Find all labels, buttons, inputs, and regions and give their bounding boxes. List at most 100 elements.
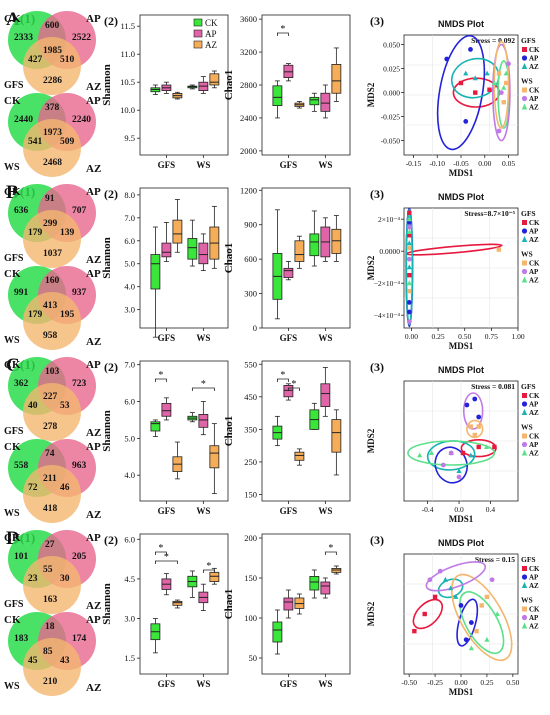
box-ap-gfs — [161, 222, 172, 262]
box-ck-ws — [309, 569, 320, 599]
y-axis-label: Shannon — [101, 583, 113, 625]
nmds-point-ck — [407, 210, 412, 215]
legend-marker-az — [521, 622, 528, 629]
nmds-point-az — [468, 452, 474, 458]
box-body — [320, 383, 331, 407]
legend-swatch-az — [193, 40, 203, 49]
box-body — [294, 451, 305, 461]
nmds-point-ap — [464, 402, 470, 408]
box-ck-ws — [187, 84, 198, 90]
chao1-boxplot: 150 250 350 450 550 Chao1 GFS WS * * — [223, 359, 351, 516]
x-tick-label: 1.00 — [511, 332, 524, 341]
venn-circle-az — [23, 119, 81, 177]
y-tick-label: -0.025 — [381, 113, 401, 122]
box-az-gfs — [294, 235, 305, 269]
legend-marker-az — [521, 582, 528, 588]
shannon-boxplot: 4.0 5.0 6.0 7.0 Shannon GFS WS * * — [101, 360, 229, 516]
significance-star: * — [206, 561, 211, 572]
panel-sublabel: (3) — [370, 187, 384, 201]
panel-b: B(1)(2)(3)CKAPGFSAZ636707912991791391037… — [4, 182, 540, 351]
y-tick-label: 550 — [244, 359, 257, 369]
venn-count: 210 — [43, 677, 58, 687]
box-ck-ws — [309, 402, 320, 430]
legend-marker-az — [521, 449, 528, 456]
nmds-point-ap — [448, 450, 454, 456]
legend-label-ck: CK — [529, 565, 540, 573]
y-tick-label: 10.5 — [120, 77, 135, 87]
y-tick-label: 2800 — [240, 80, 257, 90]
venn-count: 205 — [72, 552, 87, 562]
box-az-ws — [209, 205, 220, 269]
nmds-point-ck — [407, 289, 412, 294]
legend-label-ck: CK — [529, 260, 540, 268]
box-body — [309, 96, 320, 106]
legend-marker-ap — [521, 228, 528, 234]
y-tick-label: 3600 — [240, 14, 257, 24]
legend-marker-ap — [521, 401, 528, 407]
venn-count: 1985 — [43, 46, 62, 56]
y-tick-label: 300 — [244, 289, 257, 299]
nmds-point-ck — [432, 594, 438, 600]
x-tick-label: GFS — [280, 506, 298, 516]
venn-count: 636 — [14, 206, 29, 216]
legend-title-ws: WS — [521, 77, 533, 86]
venn-count: 413 — [43, 301, 58, 311]
plot-frame — [261, 360, 351, 502]
nmds-plot-area — [405, 208, 503, 328]
venn-label-az: AZ — [86, 81, 101, 93]
chao1-boxplot: 2000 2400 2800 3200 3600 Chao1 GFS WS * — [223, 14, 351, 170]
x-tick-label: WS — [318, 679, 332, 689]
venn-diagram-gfs: CK AP GFS AZ 362 723 103 227 40 53 278 — [4, 357, 101, 441]
x-tick-label: 0.00 — [478, 159, 491, 168]
legend-label-ck: CK — [529, 606, 540, 614]
y-axis-label: Chao1 — [223, 589, 235, 620]
venn-count: 2286 — [43, 76, 62, 86]
y-tick-label: 450 — [244, 392, 257, 402]
legend-label-az: AZ — [529, 277, 539, 285]
box-ap-gfs — [161, 573, 172, 596]
y-tick-label: 0 — [253, 323, 257, 333]
y-tick-label: 6.0 — [124, 236, 135, 246]
venn-count: 46 — [60, 483, 70, 493]
nmds-point-ck — [501, 100, 506, 105]
panel-sublabel: (2) — [104, 14, 118, 28]
nmds-ellipse — [434, 446, 468, 484]
plot-frame — [139, 360, 229, 502]
venn-count: 2440 — [14, 115, 33, 125]
legend-title-ws: WS — [521, 250, 533, 259]
nmds-point-ap — [463, 637, 469, 643]
venn-count: 427 — [28, 55, 43, 65]
box-body — [320, 581, 331, 595]
box-body — [331, 419, 342, 453]
nmds-point-az — [483, 444, 490, 449]
venn-count: 378 — [45, 103, 60, 113]
nmds-point-ap — [468, 620, 474, 625]
nmds-ellipse — [412, 598, 444, 630]
venn-label-az: AZ — [86, 600, 101, 612]
box-body — [161, 402, 172, 417]
venn-circle-az — [23, 210, 81, 268]
nmds-point-az — [417, 452, 423, 458]
box-ck-gfs — [272, 609, 283, 655]
venn-count: 27 — [45, 540, 55, 550]
legend-marker-ck — [522, 393, 527, 398]
nmds-point-ap — [406, 309, 412, 315]
box-ap-ws — [198, 233, 209, 272]
venn-count: 74 — [45, 449, 55, 459]
x-axis-label: MDS1 — [449, 514, 474, 524]
legend-label-ck: CK — [205, 18, 218, 28]
nmds-point-ap — [406, 300, 412, 305]
venn-count: 963 — [72, 461, 87, 471]
venn-count: 85 — [43, 647, 53, 657]
box-ap-gfs — [283, 63, 294, 82]
venn-label-az: AZ — [86, 509, 101, 521]
box-ap-ws — [320, 577, 331, 599]
venn-count: 278 — [43, 422, 58, 432]
panel-sublabel: (2) — [104, 187, 118, 201]
nmds-point-ap — [406, 224, 412, 230]
plot-frame — [139, 14, 229, 156]
box-ck-ws — [309, 210, 320, 267]
nmds-point-az — [468, 645, 474, 651]
legend-label-ap: AP — [205, 29, 217, 39]
x-tick-label: WS — [196, 160, 210, 170]
